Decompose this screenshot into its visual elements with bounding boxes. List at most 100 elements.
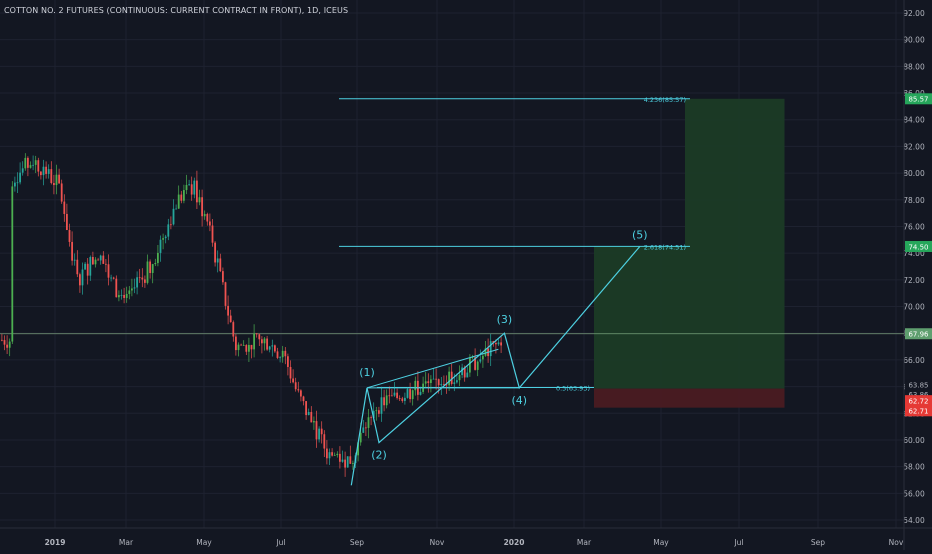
y-tick-label: 90.00 (903, 36, 925, 45)
candle-body (440, 384, 443, 386)
candle-body (500, 342, 502, 346)
candle-body (206, 214, 209, 222)
candle-body (102, 255, 105, 264)
candle-body (97, 259, 99, 261)
x-tick-label: Nov (430, 538, 445, 547)
candle-body (352, 462, 354, 464)
candle-body (115, 278, 118, 298)
candle-body (37, 160, 40, 172)
candle-body (84, 263, 86, 270)
candle-body (302, 396, 305, 402)
wave-channel-line (366, 348, 499, 389)
candle-body (248, 344, 250, 352)
x-tick-label: 2019 (45, 538, 66, 547)
candle-body (149, 261, 151, 273)
candle-body (250, 344, 253, 350)
candle-body (167, 224, 170, 237)
candle-body (242, 345, 245, 346)
candle-body (406, 389, 409, 398)
candle-body (396, 392, 398, 399)
candle-body (398, 398, 401, 399)
candle-body (53, 183, 55, 186)
candle-body (76, 259, 79, 275)
candle-body (424, 381, 427, 384)
candle-body (112, 277, 115, 279)
candle-body (393, 392, 396, 396)
candle-body (227, 305, 229, 316)
candle-body (29, 165, 32, 168)
x-tick-label: Sep (350, 538, 364, 547)
candle-body (50, 169, 53, 184)
candle-body (263, 338, 266, 344)
candle-body (411, 390, 414, 400)
candle-body (365, 427, 367, 429)
candle-body (34, 160, 37, 165)
candle-body (276, 351, 279, 358)
candle-body (432, 378, 435, 380)
candle-body (253, 333, 255, 350)
candle-body (63, 201, 66, 214)
y-tick-label: 80.00 (903, 169, 925, 178)
fib-level-label: 2.618(74.51) (644, 243, 686, 251)
candle-body (463, 367, 466, 378)
candle-body (495, 343, 497, 345)
y-tick-label: 72.00 (903, 276, 925, 285)
candle-body (292, 378, 294, 383)
price-tag (905, 240, 932, 252)
fib-level-label: 4.236(85.57) (644, 96, 686, 104)
candle-body (131, 288, 133, 291)
candle-body (492, 341, 495, 344)
wave-label: (4) (511, 394, 527, 407)
candle-body (193, 180, 196, 195)
price-tag (905, 93, 932, 105)
candle-body (375, 410, 378, 412)
price-tag-label: 62.71 (908, 408, 928, 416)
candle-body (216, 258, 219, 263)
candle-body (229, 315, 232, 323)
candle-body (349, 456, 352, 464)
price-tag-label: 63.85 (908, 381, 928, 389)
candle-body (305, 401, 307, 416)
candle-body (180, 194, 183, 201)
price-tag (905, 395, 932, 407)
candle-body (89, 257, 92, 276)
candle-body (203, 214, 206, 217)
candle-body (271, 345, 274, 347)
candle-body (40, 171, 42, 176)
candle-body (435, 378, 437, 380)
candle-body (60, 183, 63, 202)
candle-body (222, 271, 224, 283)
candle-body (331, 452, 333, 456)
candle-body (196, 180, 198, 203)
wave-label: (3) (497, 313, 513, 326)
candle-body (118, 295, 120, 298)
candle-body (245, 345, 248, 352)
candle-body (461, 367, 463, 376)
chart-title: COTTON NO. 2 FUTURES (CONTINUOUS: CURREN… (4, 6, 349, 15)
candle-body (79, 274, 81, 286)
candle-body (372, 410, 375, 418)
candle-body (341, 459, 344, 462)
candle-body (120, 294, 123, 296)
candle-body (177, 194, 180, 209)
price-tag-label: 62.72 (908, 397, 928, 405)
y-tick-label: 82.00 (903, 142, 925, 151)
candle-body (6, 344, 8, 348)
candle-body (154, 262, 157, 265)
candle-body (16, 182, 19, 184)
candle-body (258, 334, 261, 340)
candle-body (333, 455, 336, 456)
candle-body (482, 355, 484, 360)
candle-body (471, 357, 474, 358)
price-tag-label: 67.96 (908, 331, 929, 339)
y-tick-label: 60.00 (903, 436, 925, 445)
candle-body (370, 417, 372, 419)
candle-body (138, 277, 141, 279)
x-tick-label: May (653, 538, 669, 547)
candle-body (430, 379, 432, 383)
candle-body (125, 293, 128, 298)
candle-body (19, 172, 21, 183)
candle-body (476, 361, 479, 370)
